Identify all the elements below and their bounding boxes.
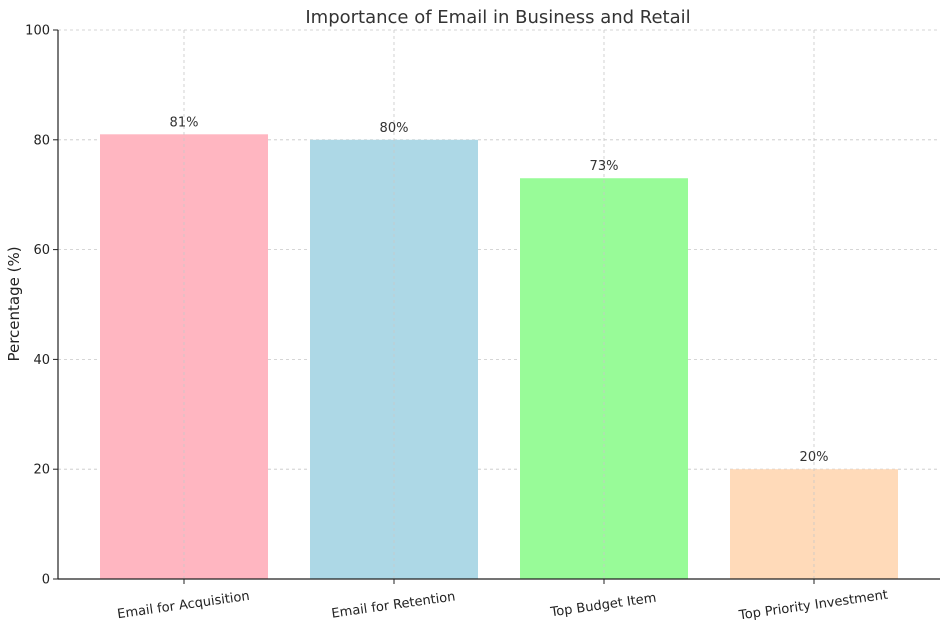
y-tick-label: 60 <box>33 243 50 258</box>
bar-value-label: 81% <box>170 115 199 130</box>
y-tick-label: 100 <box>25 24 50 39</box>
bar-value-label: 80% <box>380 121 409 136</box>
chart-title: Importance of Email in Business and Reta… <box>305 7 690 28</box>
y-axis-label: Percentage (%) <box>5 246 23 361</box>
bars <box>100 134 898 580</box>
x-tick-label: Email for Acquisition <box>116 589 250 622</box>
bar-value-label: 73% <box>590 159 619 174</box>
y-tick-label: 80 <box>33 133 50 148</box>
axes <box>53 29 940 584</box>
y-tick-label: 0 <box>42 573 50 588</box>
x-tick-label: Top Budget Item <box>549 591 658 621</box>
x-tick-label: Top Priority Investment <box>737 588 889 624</box>
y-tick-label: 40 <box>33 353 50 368</box>
y-tick-label: 20 <box>33 463 50 478</box>
bar-value-label: 20% <box>800 450 829 465</box>
x-tick-label: Email for Retention <box>331 589 457 621</box>
vertical-gridlines <box>183 30 815 579</box>
